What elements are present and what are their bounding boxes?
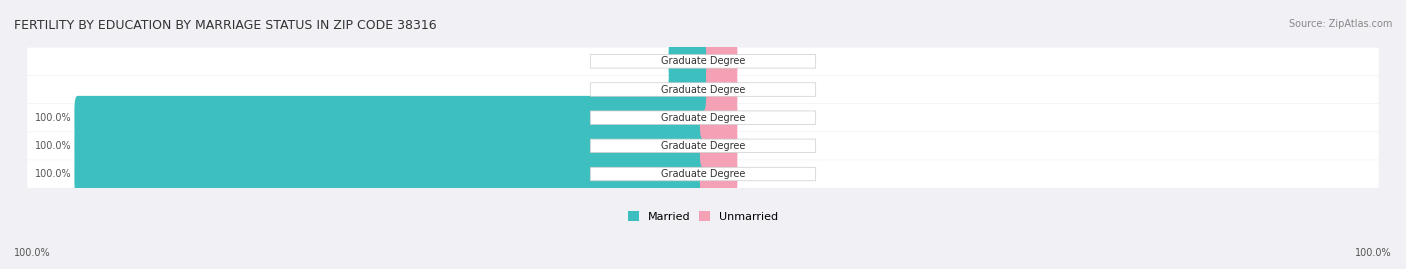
FancyBboxPatch shape [700,40,737,83]
FancyBboxPatch shape [591,83,815,96]
FancyBboxPatch shape [591,167,815,181]
Text: 0.0%: 0.0% [741,169,765,179]
FancyBboxPatch shape [27,48,1379,75]
Text: 100.0%: 100.0% [14,248,51,258]
Text: FERTILITY BY EDUCATION BY MARRIAGE STATUS IN ZIP CODE 38316: FERTILITY BY EDUCATION BY MARRIAGE STATU… [14,19,437,32]
Text: Source: ZipAtlas.com: Source: ZipAtlas.com [1288,19,1392,29]
FancyBboxPatch shape [700,152,737,196]
Text: 0.0%: 0.0% [666,84,690,94]
Text: 0.0%: 0.0% [741,84,765,94]
FancyBboxPatch shape [700,124,737,168]
Text: 100.0%: 100.0% [35,169,72,179]
FancyBboxPatch shape [591,139,815,153]
Text: 100.0%: 100.0% [35,113,72,123]
Text: 0.0%: 0.0% [741,113,765,123]
Text: Graduate Degree: Graduate Degree [661,113,745,123]
Text: Graduate Degree: Graduate Degree [661,84,745,94]
Text: Graduate Degree: Graduate Degree [661,56,745,66]
FancyBboxPatch shape [27,76,1379,103]
FancyBboxPatch shape [75,152,706,196]
Text: 100.0%: 100.0% [35,141,72,151]
FancyBboxPatch shape [75,124,706,168]
FancyBboxPatch shape [27,132,1379,160]
FancyBboxPatch shape [591,55,815,68]
FancyBboxPatch shape [591,111,815,125]
Text: Graduate Degree: Graduate Degree [661,169,745,179]
FancyBboxPatch shape [669,68,706,111]
FancyBboxPatch shape [669,40,706,83]
Text: 0.0%: 0.0% [666,56,690,66]
Legend: Married, Unmarried: Married, Unmarried [627,211,779,222]
FancyBboxPatch shape [27,160,1379,188]
FancyBboxPatch shape [700,96,737,140]
FancyBboxPatch shape [75,96,706,140]
FancyBboxPatch shape [27,104,1379,132]
Text: 0.0%: 0.0% [741,56,765,66]
FancyBboxPatch shape [700,68,737,111]
Text: 0.0%: 0.0% [741,141,765,151]
Text: 100.0%: 100.0% [1355,248,1392,258]
Text: Graduate Degree: Graduate Degree [661,141,745,151]
